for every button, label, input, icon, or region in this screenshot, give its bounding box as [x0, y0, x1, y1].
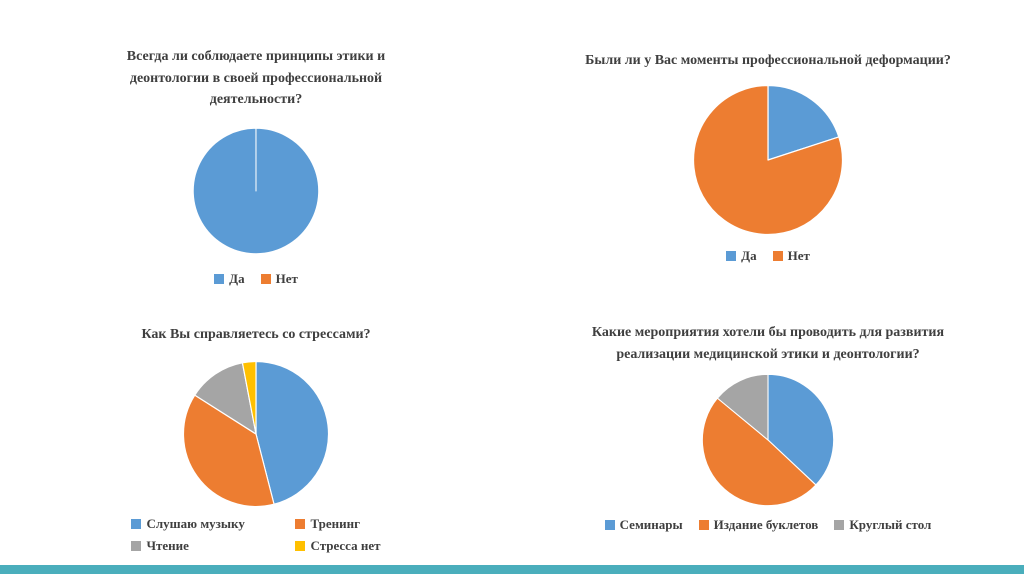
pie-chart	[192, 127, 320, 255]
legend-label: Да	[741, 247, 757, 263]
legend-label: Да	[229, 271, 245, 287]
legend-swatch	[834, 520, 845, 531]
legend-label: Семинары	[619, 517, 683, 533]
chart-panel-deformation: Были ли у Вас моменты профессиональной д…	[512, 0, 1024, 308]
pie-slice	[692, 84, 844, 235]
legend-item: Издание буклетов	[698, 517, 819, 533]
chart-panel-stress: Как Вы справляетесь со стрессами? Слушаю…	[0, 308, 512, 566]
pie-slice	[767, 84, 840, 161]
legend-item: Стресса нет	[295, 537, 381, 554]
legend-label: Чтение	[146, 537, 189, 553]
legend-swatch	[214, 274, 225, 285]
slide-accent-bar	[0, 565, 1024, 574]
chart-title: Какие мероприятия хотели бы проводить дл…	[591, 325, 945, 362]
legend-item: Да	[214, 271, 245, 287]
legend-item: Чтение	[131, 537, 189, 554]
legend-item: Нет	[772, 247, 810, 264]
pie-chart	[692, 84, 844, 235]
legend-label: Издание буклетов	[713, 517, 819, 533]
chart-legend: Семинары Издание буклетов Круглый стол	[604, 517, 931, 533]
legend-item: Нет	[260, 271, 298, 287]
pie-slice	[182, 394, 275, 507]
legend-swatch	[260, 274, 271, 285]
legend-label: Нет	[275, 271, 298, 287]
legend-label: Тренинг	[310, 515, 361, 531]
chart-panel-events: Какие мероприятия хотели бы проводить дл…	[512, 308, 1024, 566]
legend-swatch	[131, 518, 142, 529]
legend-label: Стресса нет	[310, 537, 381, 553]
pie-slice	[701, 397, 817, 507]
legend-swatch	[295, 518, 306, 529]
chart-legend: Да Нет	[214, 271, 298, 287]
pie-chart	[701, 374, 835, 507]
pie-slice	[255, 360, 330, 505]
pie-slice	[192, 127, 320, 255]
pie-slice	[716, 374, 769, 441]
legend-swatch	[131, 540, 142, 551]
legend-item: Слушаю музыку	[131, 515, 245, 532]
legend-item: Да	[726, 247, 757, 264]
chart-panel-ethics: Всегда ли соблюдаете принципы этики и де…	[0, 0, 512, 308]
chart-title: Были ли у Вас моменты профессиональной д…	[585, 53, 951, 68]
chart-legend: Слушаю музыку Тренинг Чтение Стресса нет	[131, 515, 381, 554]
legend-label: Слушаю музыку	[146, 515, 245, 531]
legend-item: Семинары	[604, 517, 683, 533]
legend-item: Тренинг	[295, 516, 360, 532]
legend-swatch	[772, 250, 783, 261]
legend-swatch	[295, 540, 306, 551]
pie-chart	[182, 360, 330, 507]
legend-item: Круглый стол	[834, 517, 931, 533]
pie-slice	[241, 360, 257, 435]
legend-swatch	[698, 520, 709, 531]
chart-title: Всегда ли соблюдаете принципы этики и де…	[126, 49, 386, 108]
pie-slice	[767, 374, 835, 486]
pie-slice	[194, 361, 257, 435]
legend-swatch	[604, 520, 615, 531]
chart-title: Как Вы справляетесь со стрессами?	[141, 327, 371, 342]
legend-label: Круглый стол	[849, 517, 932, 533]
legend-label: Нет	[787, 247, 810, 263]
legend-swatch	[726, 250, 737, 261]
chart-legend: Да Нет	[726, 248, 810, 264]
